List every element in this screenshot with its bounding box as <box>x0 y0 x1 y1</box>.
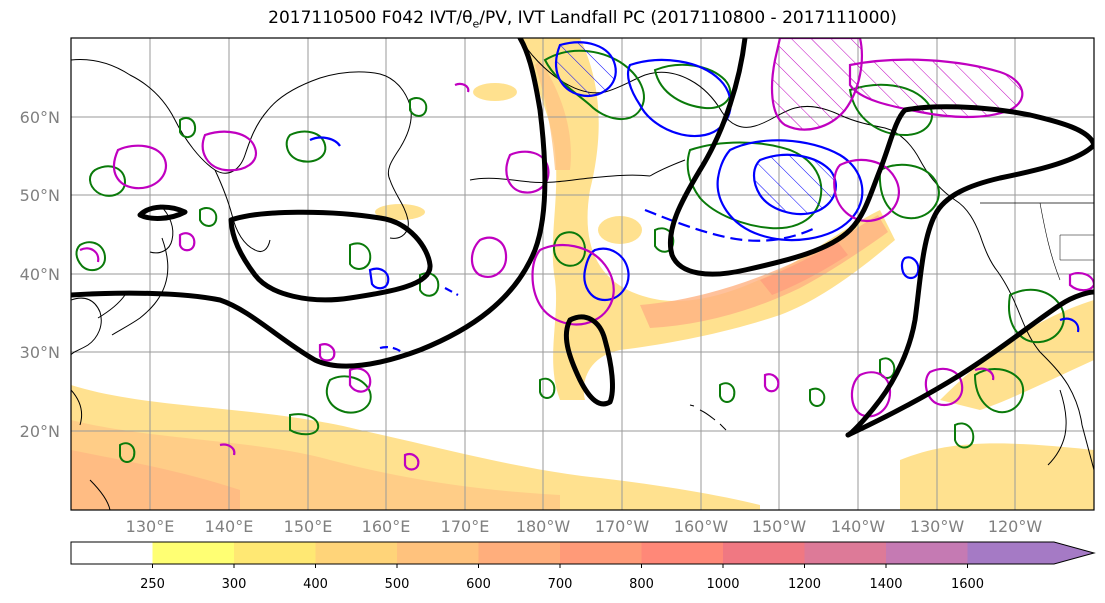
ivt-shading <box>71 38 1094 510</box>
colorbar-segment <box>804 542 886 564</box>
colorbar-segment <box>397 542 479 564</box>
colorbar-outline <box>70 541 1096 565</box>
colorbar-tick-label: 800 <box>629 577 654 592</box>
colorbar-tick-label: 1600 <box>951 577 984 592</box>
lon-label: 120°W <box>988 517 1043 536</box>
colorbar-extend-arrow <box>967 542 1094 564</box>
lon-label: 160°W <box>674 517 729 536</box>
lat-label: 60°N <box>20 108 60 127</box>
pc-contour-subtropical <box>563 314 615 407</box>
colorbar-segment <box>234 542 316 564</box>
colorbar-segment <box>315 542 397 564</box>
colorbar-tick-label: 1400 <box>869 577 902 592</box>
lon-label: 130°E <box>126 517 175 536</box>
pc-contour-gulf <box>667 38 1094 438</box>
colorbar-tick-label: 250 <box>140 577 165 592</box>
lat-label: 40°N <box>20 265 60 284</box>
colorbar-segment <box>723 542 805 564</box>
colorbar-tick-label: 500 <box>385 577 410 592</box>
pc-contours <box>71 38 1094 438</box>
map-frame <box>70 37 1095 511</box>
colorbar-under-segment <box>71 542 153 564</box>
pc-contour-east <box>845 289 1094 438</box>
colorbar: 250 300 400 500 600 700 800 1000 1200 1400 1600 <box>70 541 1096 592</box>
lat-label: 20°N <box>20 422 60 441</box>
lon-label: 140°E <box>205 517 254 536</box>
pc-contour-west-loop <box>228 209 433 303</box>
longitude-labels: 130°E 140°E 150°E 160°E 170°E 180°W 170°… <box>126 517 1043 536</box>
pc-contour-small-west <box>137 204 188 221</box>
colorbar-tick-label: 700 <box>548 577 573 592</box>
colorbar-tick-label: 400 <box>303 577 328 592</box>
colorbar-segment <box>152 542 234 564</box>
lon-label: 160°E <box>362 517 411 536</box>
pv-blue-contours <box>309 41 1080 357</box>
lat-label: 50°N <box>20 186 60 205</box>
pc-contour-westerly <box>71 38 548 369</box>
lon-label: 170°E <box>441 517 490 536</box>
colorbar-tick-label: 300 <box>222 577 247 592</box>
colorbar-tick-label: 600 <box>466 577 491 592</box>
lon-label: 140°W <box>831 517 886 536</box>
colorbar-tick-label: 1200 <box>788 577 821 592</box>
map-title: 2017110500 F042 IVT/θe/PV, IVT Landfall … <box>268 8 897 31</box>
colorbar-segment <box>886 542 968 564</box>
lon-label: 170°W <box>595 517 650 536</box>
colorbar-segment <box>478 542 560 564</box>
lon-label: 180°W <box>516 517 571 536</box>
lat-label: 30°N <box>20 343 60 362</box>
colorbar-tick-label: 1000 <box>706 577 739 592</box>
colorbar-segment <box>560 542 642 564</box>
lon-label: 150°W <box>752 517 807 536</box>
latitude-labels: 60°N 50°N 40°N 30°N 20°N <box>20 108 60 441</box>
colorbar-segment <box>641 542 723 564</box>
graticule <box>71 38 1094 510</box>
lon-label: 150°E <box>284 517 333 536</box>
lon-label: 130°W <box>910 517 965 536</box>
